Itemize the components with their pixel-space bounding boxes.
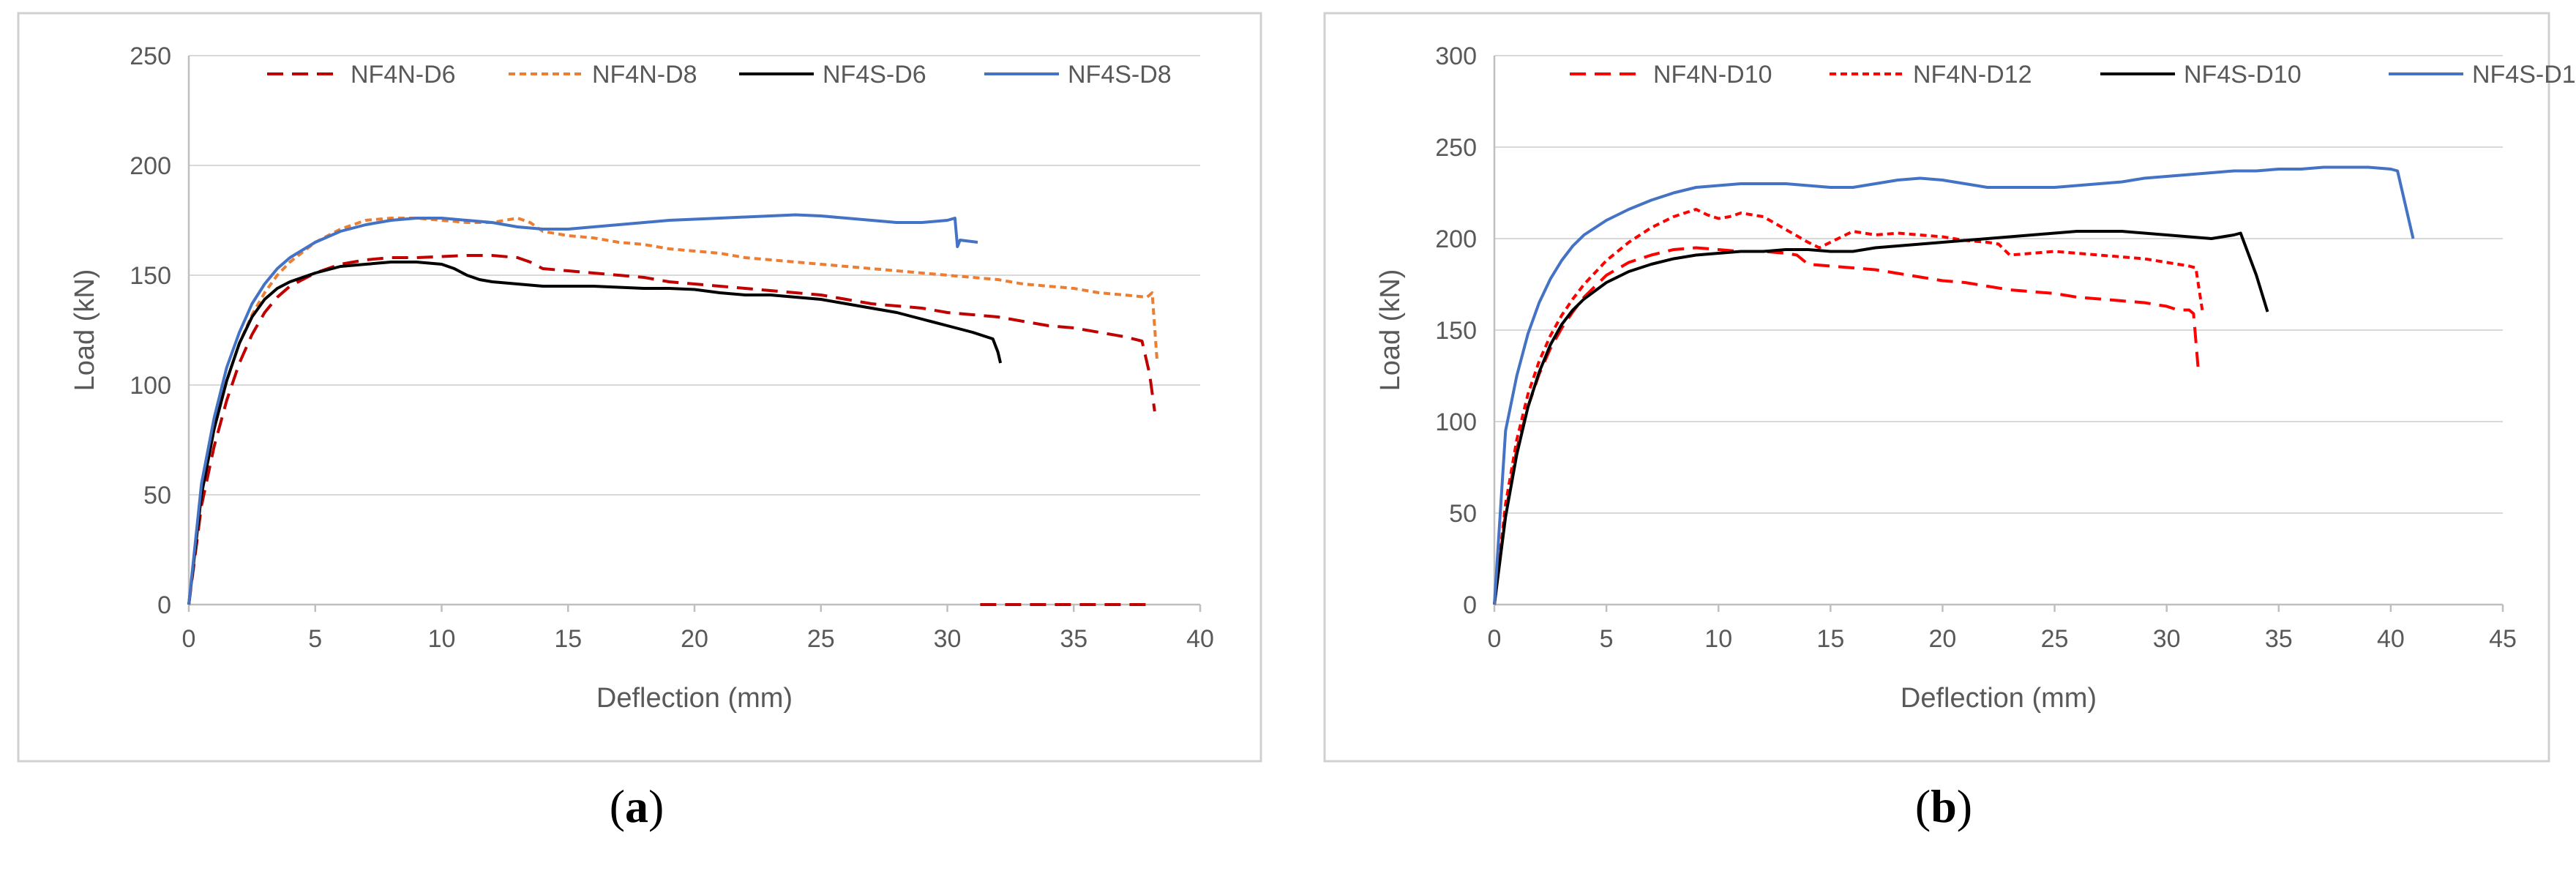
series-line-nf4s-d8 — [187, 213, 978, 605]
legend-label: NF4N-D12 — [1913, 61, 2032, 89]
series-line-nf4n-d6 — [187, 254, 1156, 605]
x-tick-label: 10 — [1704, 625, 1732, 653]
series-line-nf4n-d8 — [187, 217, 1159, 605]
series-line-nf4s-d12 — [1493, 165, 2415, 605]
series-line-nf4n-d12 — [1493, 208, 2204, 605]
series-group — [1493, 165, 2415, 605]
panel-b: 0 50 100 150 200 250 300 0 5 10 15 20 25 30 35 40 45 Defl… — [1288, 0, 2576, 776]
y-tick-label: 100 — [1435, 408, 1477, 436]
series-group — [187, 213, 1159, 606]
y-tick-label: 200 — [130, 152, 171, 180]
x-tick-label: 5 — [308, 625, 322, 653]
legend-label: NF4N-D6 — [351, 61, 456, 89]
legend-label: NF4S-D8 — [1068, 61, 1172, 89]
x-tick-label: 25 — [807, 625, 835, 653]
x-tick-label: 25 — [2041, 625, 2069, 653]
panel-label-b: (b) — [1914, 780, 1973, 832]
chart-a: 0 50 100 150 200 250 0 5 10 15 20 25 30 35 40 Deflectio… — [17, 12, 1262, 763]
legend-label: NF4N-D10 — [1653, 61, 1772, 89]
y-tick-label: 300 — [1435, 42, 1477, 70]
x-tick-label: 30 — [934, 625, 962, 653]
y-axis-title: Load (kN) — [1375, 269, 1406, 392]
y-tick-label: 150 — [1435, 317, 1477, 345]
x-tick-label: 20 — [681, 625, 708, 653]
x-tick-label: 10 — [428, 625, 456, 653]
x-tick-label: 35 — [2265, 625, 2293, 653]
chart-b: 0 50 100 150 200 250 300 0 5 10 15 20 25 30 35 40 45 Defl… — [1323, 12, 2576, 763]
x-tick-label: 40 — [1186, 625, 1214, 653]
x-tick-label: 30 — [2153, 625, 2181, 653]
series-line-nf4s-d6 — [187, 261, 1003, 605]
x-tick-label: 45 — [2489, 625, 2517, 653]
y-tick-label: 0 — [157, 591, 171, 619]
x-tick-label: 15 — [1816, 625, 1844, 653]
y-tick-label: 0 — [1463, 591, 1477, 619]
y-tick-label: 50 — [143, 482, 171, 509]
panel-a: 0 50 100 150 200 250 0 5 10 15 20 25 30 35 40 Deflectio… — [0, 0, 1288, 776]
x-tick-label: 40 — [2377, 625, 2405, 653]
x-tick-label: 15 — [554, 625, 582, 653]
legend-label: NF4S-D6 — [823, 61, 926, 89]
legend-label: NF4S-D10 — [2184, 61, 2302, 89]
x-tick-label: 0 — [182, 625, 196, 653]
y-axis-title: Load (kN) — [70, 269, 100, 392]
x-tick-label: 5 — [1600, 625, 1614, 653]
y-tick-label: 100 — [130, 372, 171, 400]
chart-frame — [1323, 12, 2550, 763]
x-tick-label: 35 — [1060, 625, 1087, 653]
y-tick-label: 150 — [130, 262, 171, 290]
x-tick-label: 0 — [1488, 625, 1502, 653]
y-tick-label: 250 — [130, 42, 171, 70]
series-line-nf4n-d10 — [1493, 246, 2200, 605]
x-tick-label: 20 — [1929, 625, 1957, 653]
y-tick-label: 50 — [1449, 500, 1477, 528]
y-tick-label: 200 — [1435, 225, 1477, 253]
x-axis-title: Deflection (mm) — [596, 683, 793, 714]
y-tick-label: 250 — [1435, 134, 1477, 162]
panel-label-a: (a) — [609, 780, 664, 832]
legend-label: NF4N-D8 — [592, 61, 697, 89]
series-line-nf4s-d10 — [1493, 230, 2269, 605]
legend-label: NF4S-D12 — [2472, 61, 2576, 89]
x-axis-title: Deflection (mm) — [1901, 683, 2097, 714]
